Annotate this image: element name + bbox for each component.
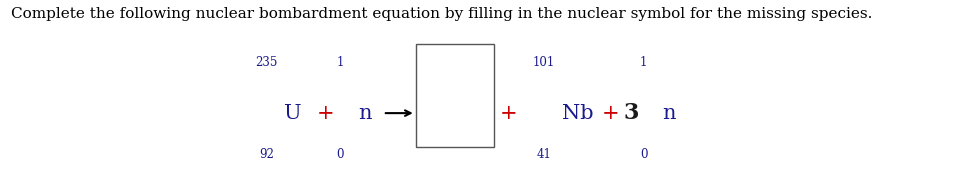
Text: 1: 1: [639, 56, 647, 69]
Text: 1: 1: [336, 56, 343, 69]
Text: n: n: [358, 104, 372, 123]
Text: 0: 0: [336, 148, 344, 161]
Text: Nb: Nb: [561, 104, 593, 123]
Text: 3: 3: [623, 102, 639, 124]
Text: +: +: [499, 104, 517, 123]
Text: n: n: [661, 104, 675, 123]
Text: 92: 92: [258, 148, 274, 161]
Text: 0: 0: [639, 148, 647, 161]
Text: +: +: [600, 104, 618, 123]
Text: 41: 41: [536, 148, 551, 161]
Text: +: +: [316, 104, 334, 123]
Text: U: U: [284, 104, 302, 123]
Text: 101: 101: [532, 56, 554, 69]
Text: Complete the following nuclear bombardment equation by filling in the nuclear sy: Complete the following nuclear bombardme…: [11, 7, 872, 21]
Bar: [416, 44, 493, 147]
Text: 235: 235: [254, 56, 277, 69]
